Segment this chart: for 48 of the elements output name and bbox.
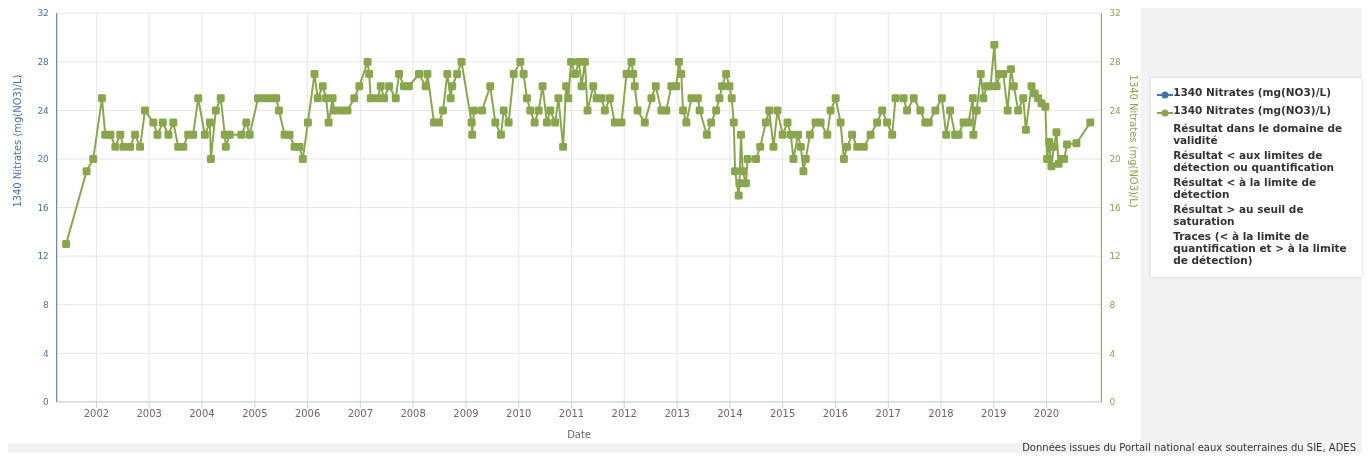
x-tick-label: 2004 [189,407,215,419]
x-tick-label: 2018 [928,407,954,419]
text: Traces (< à la limite de quantification et > à la limite de détection) [1173,230,1348,266]
y-tick-label: 12 [37,251,49,262]
legend-label: 1340 Nitrates (mg(NO3)/L) [1173,104,1331,116]
text: Résultat < aux limites de détection ou quantification [1173,149,1336,173]
y2-tick-label: 28 [1109,57,1122,68]
y2-tick-label: 0 [1109,397,1116,408]
x-tick-label: 2011 [558,407,585,419]
x-tick-label: 2017 [875,407,901,419]
text: Résultat < à la limite de détection [1173,176,1318,200]
x-tick-label: 2007 [347,407,373,419]
x-tick-label: 2002 [83,407,110,419]
x-tick-label: 2009 [453,407,479,419]
legend-label: 1340 Nitrates (mg(NO3)/L) [1173,86,1331,98]
x-tick-label: 2003 [136,407,162,419]
x-tick-label: 2016 [822,407,849,419]
y-tick-label: 4 [43,348,50,359]
x-tick-label: 2012 [611,407,637,419]
x-axis-title: Date [567,428,591,440]
y-tick-label: 28 [37,57,50,68]
y-tick-label: 16 [37,202,50,213]
y-axis-title: 1340 Nitrates (mg(NO3)/L) [12,74,24,208]
text: Résultat dans le domaine de validité [1173,122,1344,146]
x-tick-label: 2020 [1033,407,1060,419]
x-tick-label: 2008 [400,407,426,419]
y2-tick-label: 32 [1109,8,1121,19]
x-tick-label: 2014 [717,407,743,419]
y-tick-label: 32 [37,8,49,19]
x-tick-label: 2019 [981,407,1007,419]
y2-tick-label: 12 [1109,251,1121,262]
x-tick-label: 2015 [769,407,796,419]
y2-tick-label: 16 [1109,202,1122,213]
y2-tick-label: 20 [1109,154,1122,165]
text: Résultat > au seuil de saturation [1173,203,1305,227]
y-tick-label: 8 [43,299,50,310]
text: Données issues du Portail national eaux souterraines du SIE, ADES [1022,442,1356,453]
y2-tick-label: 4 [1109,348,1116,359]
x-tick-label: 2005 [242,407,268,419]
x-tick-label: 2013 [664,407,690,419]
y-tick-label: 0 [43,397,50,408]
y2-tick-label: 24 [1109,105,1122,116]
y2-tick-label: 8 [1109,299,1116,310]
y2-axis-title: 1340 Nitrates (mg(NO3)/L) [1127,74,1139,208]
x-tick-label: 2006 [294,407,321,419]
y-tick-label: 24 [37,105,50,116]
y-tick-label: 20 [37,154,50,165]
x-tick-label: 2010 [506,407,532,419]
